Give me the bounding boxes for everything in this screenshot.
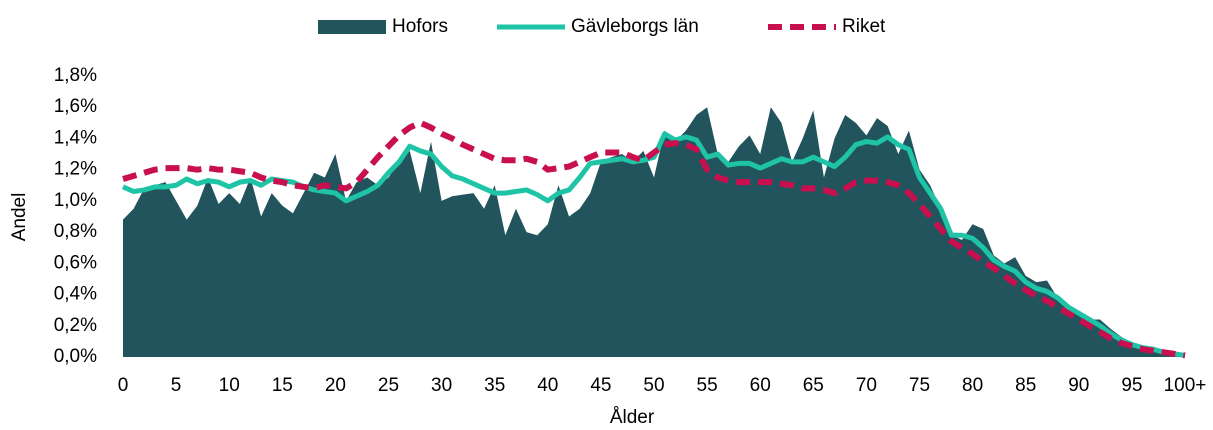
y-axis-label: Andel — [9, 193, 30, 242]
y-tick-label: 0,8% — [54, 221, 97, 242]
y-tick-label: 0,6% — [54, 252, 97, 273]
x-tick-label: 5 — [171, 375, 182, 396]
x-tick-label: 35 — [484, 375, 505, 396]
x-tick-label: 65 — [803, 375, 824, 396]
legend-swatch — [318, 20, 386, 34]
x-tick-label: 85 — [1015, 375, 1036, 396]
y-tick-label: 1,2% — [54, 159, 97, 180]
x-tick-label: 40 — [537, 375, 558, 396]
x-tick-label: 75 — [909, 375, 930, 396]
x-tick-label: 15 — [272, 375, 293, 396]
legend-label: Riket — [842, 16, 886, 37]
y-tick-label: 0,0% — [54, 346, 97, 367]
x-tick-label: 45 — [590, 375, 611, 396]
x-tick-label: 10 — [219, 375, 240, 396]
x-tick-label: 95 — [1121, 375, 1142, 396]
legend-label: Gävleborgs län — [571, 16, 699, 37]
x-tick-label: 20 — [325, 375, 346, 396]
area — [123, 107, 1185, 357]
y-tick-label: 1,8% — [54, 65, 97, 86]
x-tick-label: 30 — [431, 375, 452, 396]
x-tick-label: 0 — [118, 375, 129, 396]
x-tick-label: 90 — [1068, 375, 1089, 396]
y-tick-label: 0,2% — [54, 315, 97, 336]
x-tick-label: 80 — [962, 375, 983, 396]
line — [122, 119, 1186, 359]
y-tick-label: 1,4% — [54, 127, 97, 148]
y-tick-label: 1,0% — [54, 190, 97, 211]
x-tick-label: 25 — [378, 375, 399, 396]
x-tick-label: 50 — [643, 375, 664, 396]
x-axis-label: Ålder — [610, 407, 655, 428]
y-tick-label: 1,6% — [54, 96, 97, 117]
x-tick-label: 60 — [750, 375, 771, 396]
legend-label: Hofors — [392, 16, 448, 37]
x-tick-label: 100+ — [1164, 375, 1207, 396]
y-tick-label: 0,4% — [54, 284, 97, 305]
x-tick-label: 55 — [697, 375, 718, 396]
x-tick-label: 70 — [856, 375, 877, 396]
